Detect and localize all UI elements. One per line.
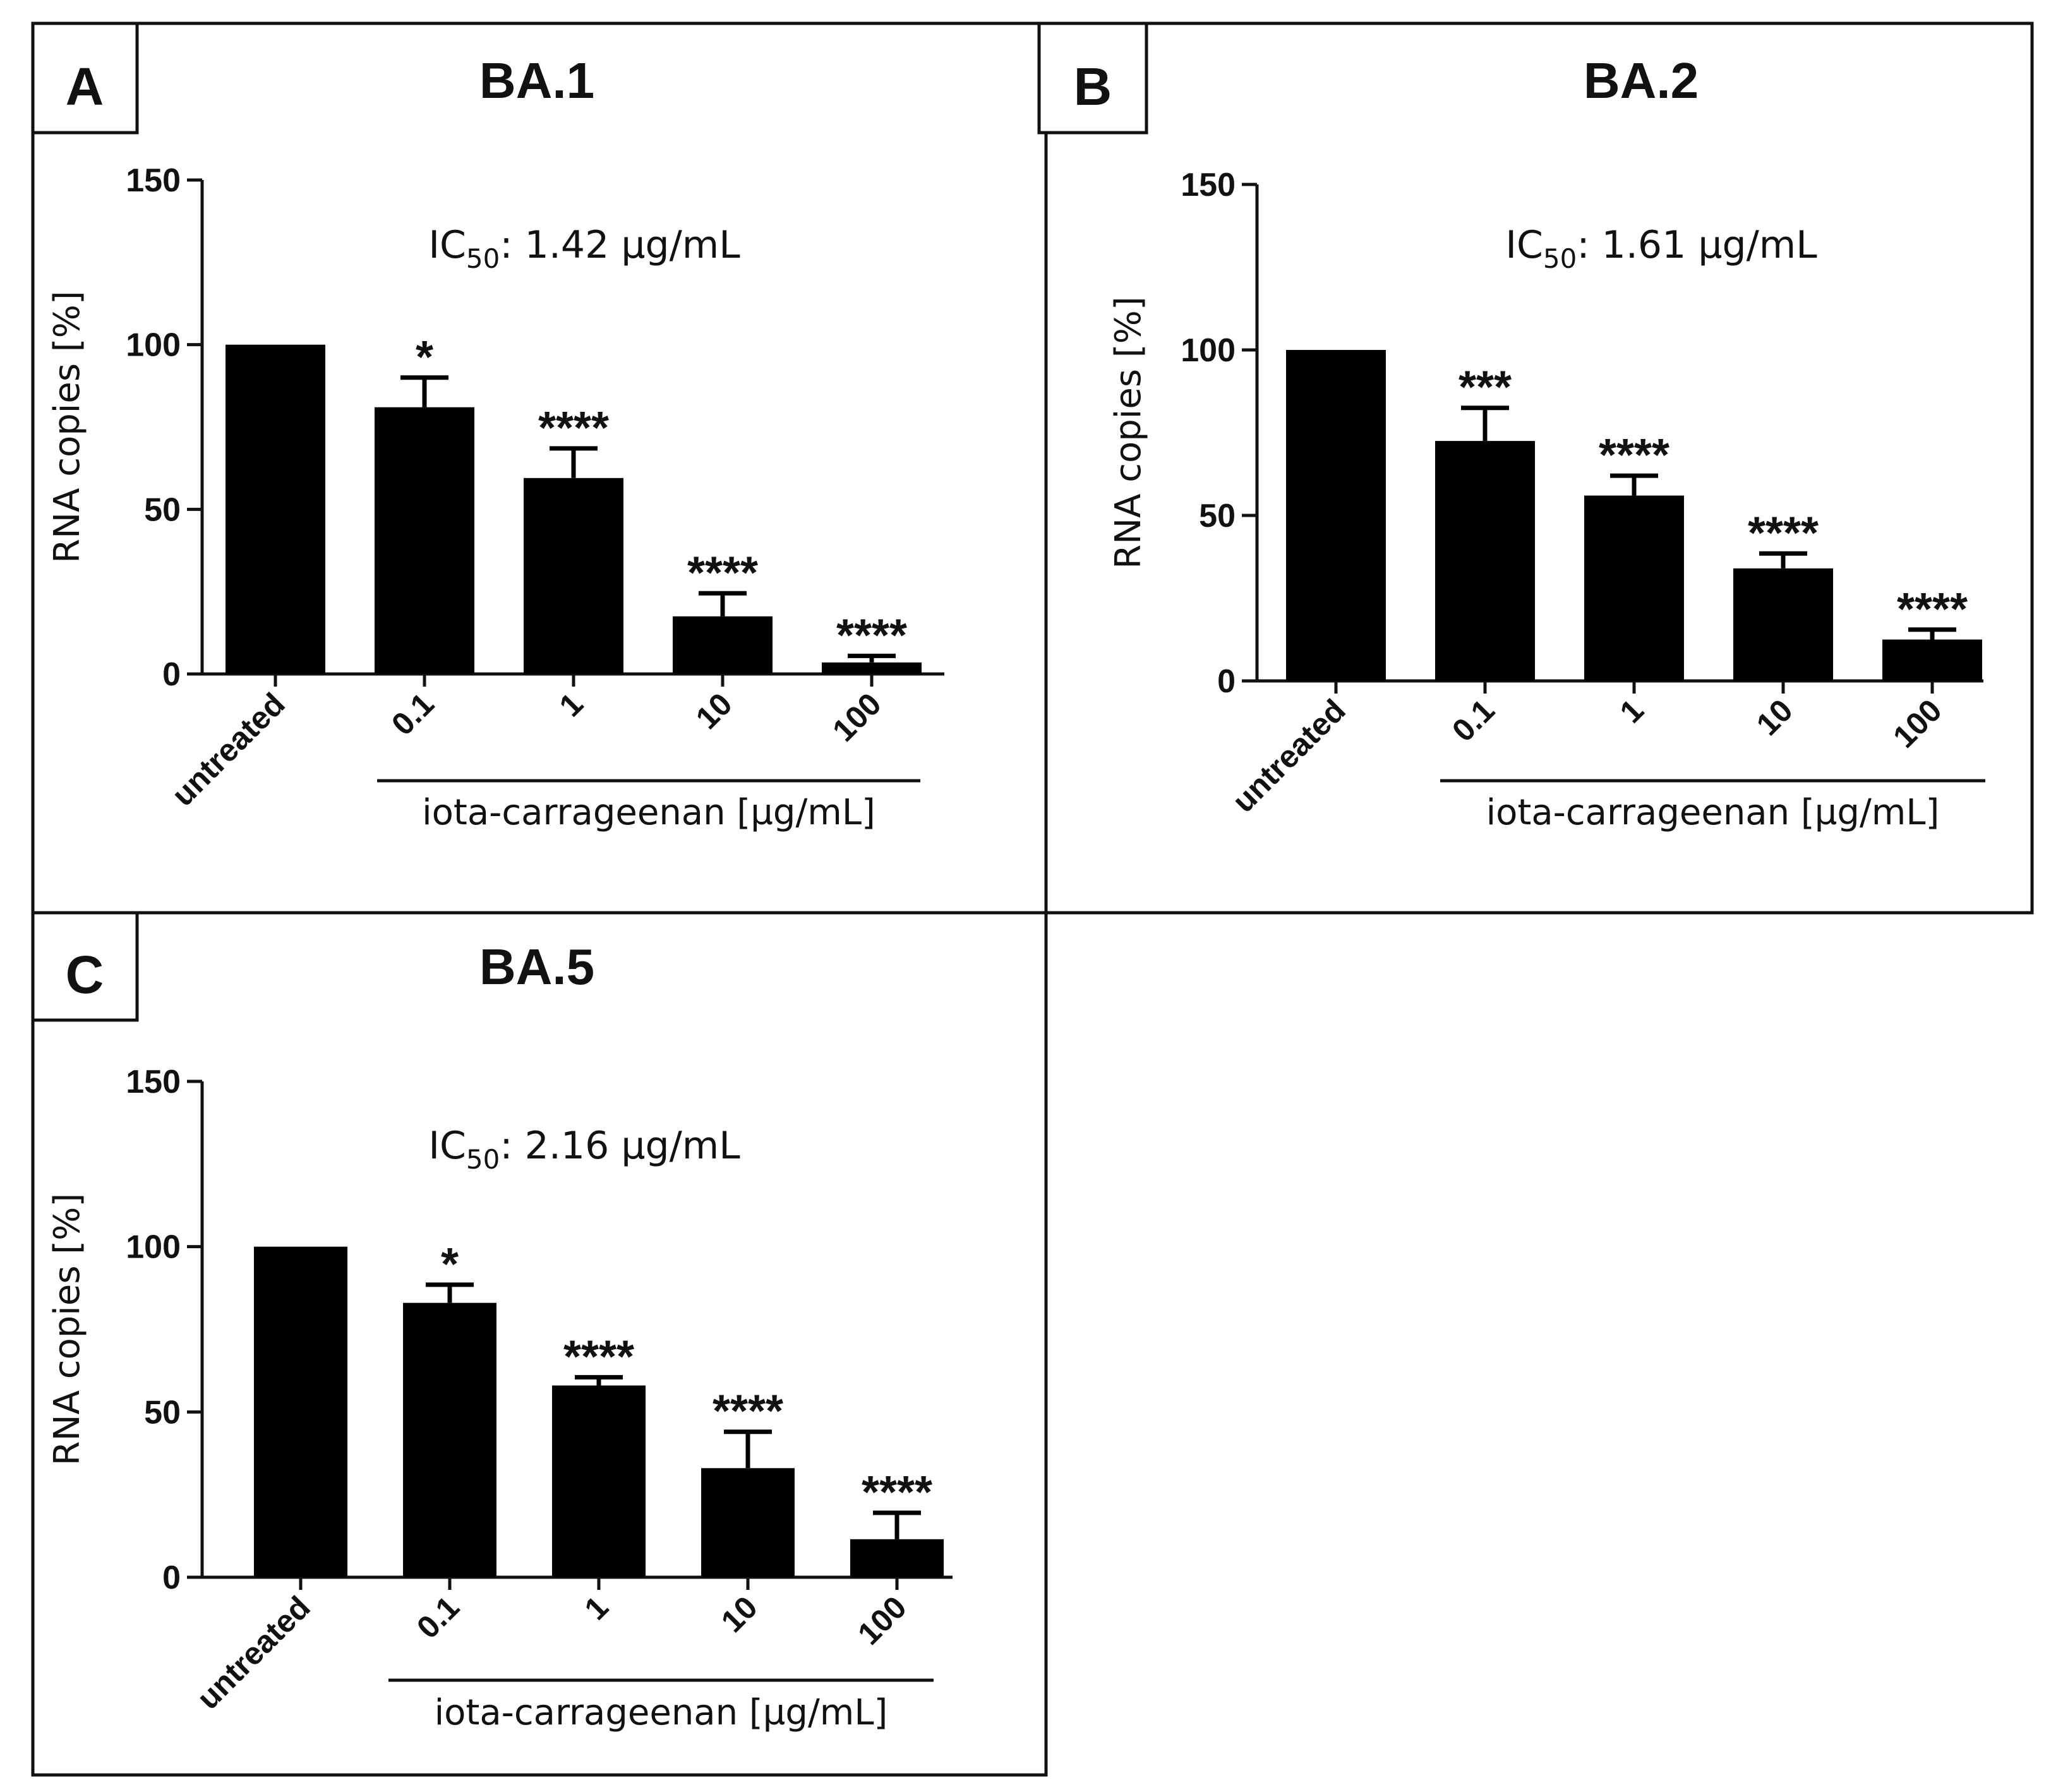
panel-a-x-tick-label: 100 [826,686,888,749]
panel-a-significance-label: **** [538,403,609,454]
panel-b-significance-label: **** [1599,430,1669,481]
panel-a-bar [375,407,474,674]
panel-a-bar [822,662,922,674]
panel-a-ic50-sub: 50 [466,243,500,274]
panel-c-x-tick-label: 1 [578,1589,615,1627]
panel-a-x-axis-label: iota-carrageenan [µg/mL] [422,792,875,833]
panel-b-letter: B [1074,57,1112,116]
panel-c-y-axis-label: RNA copies [%] [47,1193,88,1465]
panel-b-bar [1584,495,1684,681]
panel-a-title: BA.1 [479,52,594,109]
panel-b-title: BA.2 [1584,52,1699,109]
panel-a-significance-label: * [416,332,433,383]
panel-b-bar [1882,639,1982,681]
panel-b-frame [1044,21,2034,915]
panel-b-bar [1733,568,1833,681]
panel-c-title: BA.5 [479,939,594,995]
panel-b-x-tick-label: 0.1 [1445,692,1501,749]
panel-b-significance-label: **** [1748,508,1819,558]
panel-b-ic50-sub: 50 [1543,243,1577,274]
panel-a-ic50: IC50: 1.42 µg/mL [428,223,740,274]
panel-c-significance-label: **** [713,1386,783,1437]
panel-c-x-tick-label: 100 [851,1589,913,1652]
panel-b-bar [1435,441,1535,681]
panel-b-letter-box [1037,21,1148,135]
panel-b-ic50-value: : 1.61 µg/mL [1577,223,1817,267]
panel-c-significance-label: **** [563,1332,634,1382]
panel-c-bar [552,1385,646,1577]
panel-c-ic50-prefix: IC [428,1124,466,1168]
panel-a-x-tick-label: untreated [165,686,292,813]
panel-c-y-tick-label: 100 [126,1229,181,1266]
panel-b-ic50-prefix: IC [1505,223,1543,267]
panel-b-x-tick-label: 100 [1886,692,1949,755]
panel-a-ic50-value: : 1.42 µg/mL [500,223,740,267]
panel-a-y-tick-label: 150 [126,162,181,199]
panel-c-significance-label: * [441,1239,459,1290]
panel-c-ic50-sub: 50 [466,1144,500,1175]
panel-c-y-tick-label: 50 [144,1394,181,1431]
panel-a-y-tick-label: 0 [162,656,181,693]
panel-b-x-tick-label: 1 [1613,692,1651,730]
panel-c-letter-box [31,911,139,1022]
panel-c-x-axis-label: iota-carrageenan [µg/mL] [435,1692,888,1733]
panel-a-letter: A [66,57,104,116]
panel-a-y-axis-label: RNA copies [%] [47,291,88,563]
panel-c-bar [254,1246,347,1577]
panel-b-significance-label: **** [1897,584,1968,635]
panel-b-y-tick-label: 100 [1181,332,1236,369]
panel-b-x-tick-label: untreated [1225,692,1352,819]
panel-b-significance-label: *** [1459,363,1512,413]
panel-b-y-tick-label: 150 [1181,167,1236,203]
panel-a-letter-box [31,21,139,135]
panel-b-x-tick-label: 10 [1750,692,1800,742]
panel-b-x-axis-label: iota-carrageenan [µg/mL] [1486,792,1940,833]
panel-b-bar [1286,350,1386,681]
panel-c-x-tick-label: 0.1 [410,1589,466,1645]
panel-a-x-tick-label: 10 [689,686,739,736]
panel-c-letter: C [66,945,104,1004]
panel-a-y-tick-label: 50 [144,491,181,528]
panel-c-x-tick-label: 10 [714,1589,764,1639]
panel-a-significance-label: **** [836,610,907,661]
panel-b-ic50: IC50: 1.61 µg/mL [1505,223,1817,274]
panel-b-y-tick-label: 0 [1217,663,1236,700]
panel-c-bar [850,1539,944,1577]
panel-a-x-tick-label: 1 [553,686,590,723]
panel-a-ic50-prefix: IC [428,223,466,267]
panel-b-y-axis-label: RNA copies [%] [1108,296,1149,568]
panel-c-y-tick-label: 0 [162,1560,181,1596]
panel-c-frame [31,911,1048,1777]
panel-a-bar [226,344,325,674]
panel-c-ic50-value: : 2.16 µg/mL [500,1124,740,1168]
panel-a-y-tick-label: 100 [126,327,181,364]
panel-c-x-tick-label: untreated [190,1589,317,1716]
panel-c-ic50: IC50: 2.16 µg/mL [428,1124,740,1175]
panel-c-significance-label: **** [862,1467,932,1518]
panel-c-bar [403,1302,496,1577]
panel-a-x-tick-label: 0.1 [385,686,441,742]
panel-c-bar [701,1468,795,1577]
panel-b-y-tick-label: 50 [1199,498,1236,534]
panel-c-y-tick-label: 150 [126,1064,181,1100]
panel-a-bar [673,616,773,674]
panel-a-bar [524,478,623,674]
panel-a-significance-label: **** [687,548,758,598]
